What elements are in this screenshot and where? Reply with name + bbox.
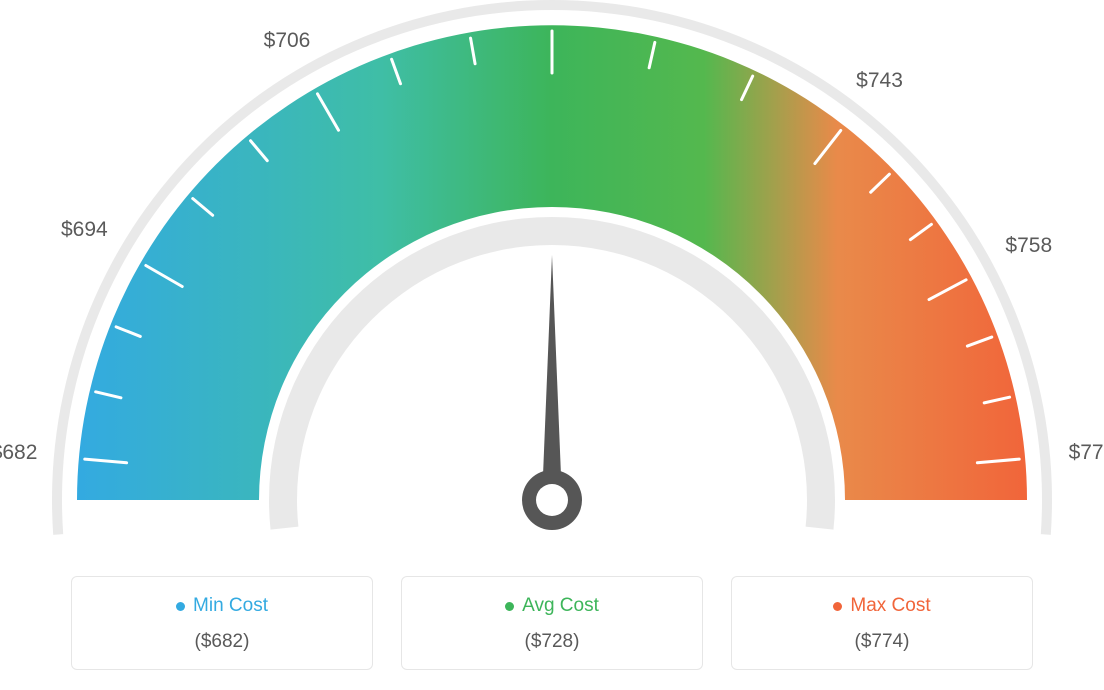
legend-avg-title: Avg Cost bbox=[522, 595, 599, 617]
gauge-chart: $682$694$706$728$743$758$774 bbox=[0, 0, 1104, 560]
legend-avg-dot bbox=[505, 602, 514, 611]
legend-min-title: Min Cost bbox=[193, 595, 268, 617]
cost-gauge-widget: $682$694$706$728$743$758$774 Min Cost ($… bbox=[0, 0, 1104, 690]
gauge-tick-label: $694 bbox=[61, 218, 108, 242]
legend-min-title-row: Min Cost bbox=[72, 595, 372, 617]
legend-min-dot bbox=[176, 602, 185, 611]
legend-max-box: Max Cost ($774) bbox=[731, 576, 1033, 670]
legend-avg-value: ($728) bbox=[402, 631, 702, 653]
gauge-tick-label: $774 bbox=[1069, 441, 1104, 465]
legend-avg-title-row: Avg Cost bbox=[402, 595, 702, 617]
legend: Min Cost ($682) Avg Cost ($728) Max Cost… bbox=[0, 576, 1104, 670]
legend-max-value: ($774) bbox=[732, 631, 1032, 653]
gauge-tick-label: $682 bbox=[0, 441, 37, 465]
legend-min-value: ($682) bbox=[72, 631, 372, 653]
legend-max-dot bbox=[833, 602, 842, 611]
gauge-tick-label: $743 bbox=[856, 69, 903, 93]
legend-max-title-row: Max Cost bbox=[732, 595, 1032, 617]
gauge-tick-label: $758 bbox=[1005, 234, 1052, 258]
gauge-tick-label: $706 bbox=[264, 29, 311, 53]
legend-max-title: Max Cost bbox=[850, 595, 930, 617]
legend-avg-box: Avg Cost ($728) bbox=[401, 576, 703, 670]
legend-min-box: Min Cost ($682) bbox=[71, 576, 373, 670]
